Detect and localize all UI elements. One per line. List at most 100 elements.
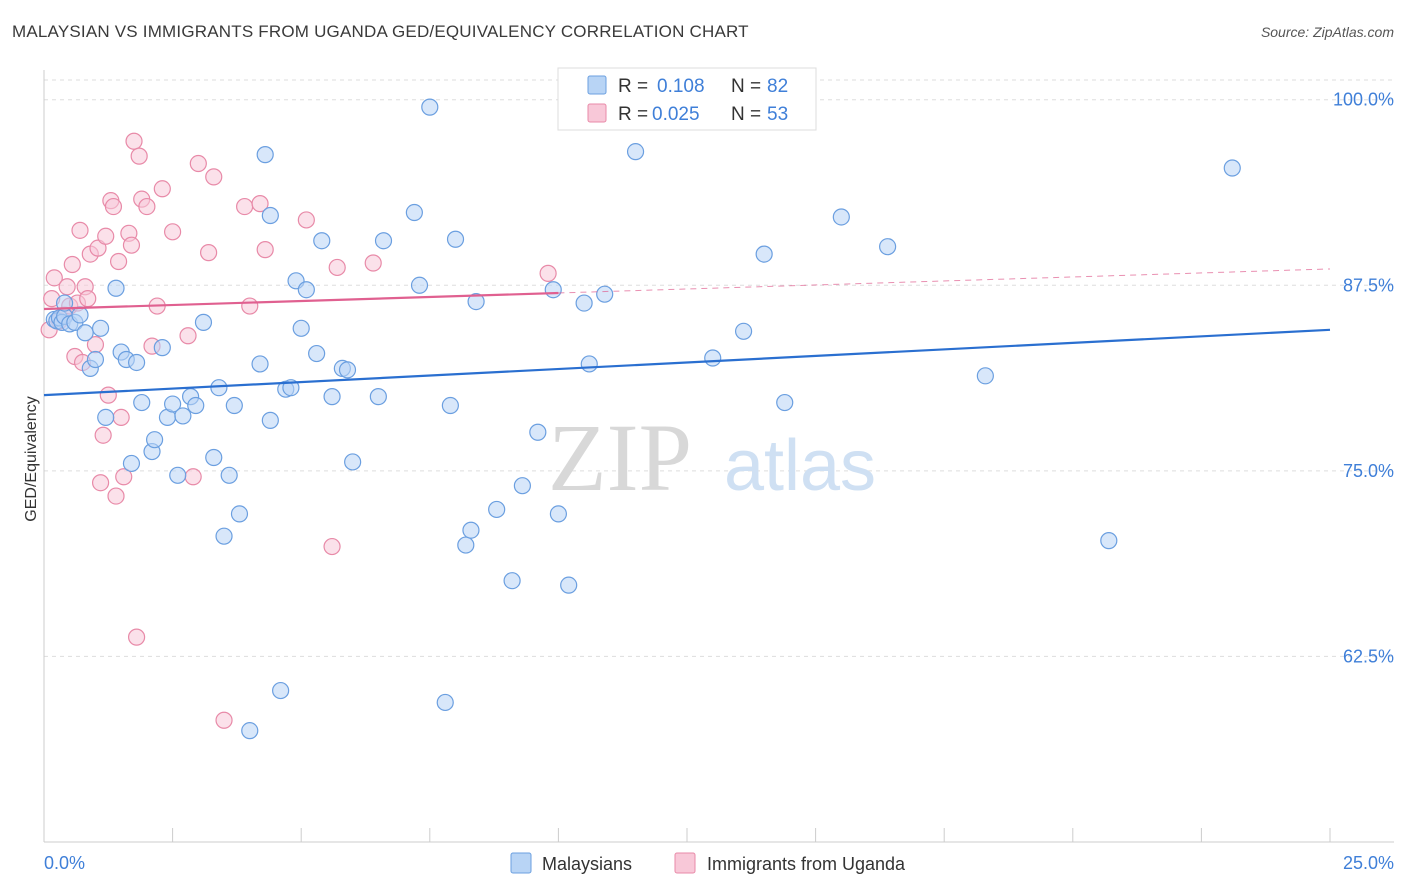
x-tick-label-min: 0.0%: [44, 853, 85, 873]
uganda-point: [94, 426, 112, 444]
malaysians-point: [241, 722, 259, 740]
malaysians-point: [164, 395, 182, 413]
uganda-point: [256, 241, 274, 259]
uganda-point: [153, 180, 171, 198]
malaysians-point: [1100, 532, 1118, 550]
legend-swatch-uganda: [674, 852, 696, 874]
malaysians-point: [220, 466, 238, 484]
malaysians-point: [210, 379, 228, 397]
y-axis-label: GED/Equivalency: [23, 396, 40, 521]
malaysians-point: [503, 572, 521, 590]
uganda-point: [104, 197, 123, 216]
stats-r-value-2: 0.025: [652, 104, 700, 125]
uganda-point: [127, 628, 146, 646]
malaysians-point: [256, 146, 274, 164]
legend-swatch-malaysians: [510, 852, 532, 874]
uganda-point: [539, 264, 557, 282]
malaysians-point: [488, 500, 506, 519]
malaysians-point: [127, 353, 146, 372]
uganda-point: [328, 258, 346, 277]
malaysians-point: [225, 396, 243, 415]
uganda-point: [79, 290, 97, 308]
malaysians-point: [261, 411, 279, 429]
uganda-point: [138, 197, 156, 216]
malaysians-point: [71, 306, 89, 324]
trendlines: [43, 268, 1331, 397]
uganda-point: [58, 278, 76, 296]
uganda-point: [99, 386, 117, 404]
malaysians-point: [194, 313, 213, 331]
y-tick-label: 75.0%: [1343, 461, 1394, 481]
malaysians-point: [251, 355, 269, 373]
y-tick-labels: 62.5% 75.0% 87.5% 100.0%: [1333, 90, 1394, 667]
malaysians-point: [446, 230, 465, 248]
y-tick-label: 87.5%: [1343, 275, 1394, 295]
uganda-point: [71, 221, 89, 239]
stats-n-label-1: N =: [731, 76, 761, 97]
bottom-legend: Malaysians Immigrants from Uganda: [510, 852, 906, 874]
uganda-point: [215, 711, 233, 729]
uganda-point: [109, 252, 128, 271]
malaysians-point: [297, 281, 315, 299]
uganda-point: [236, 197, 254, 216]
malaysians-point: [174, 407, 192, 425]
malaysians-point: [344, 453, 362, 471]
malaysians-point: [292, 319, 310, 337]
trendline-uganda-extension: [558, 268, 1331, 294]
malaysians-point: [187, 396, 205, 415]
legend-label-malaysians: Malaysians: [542, 854, 632, 874]
malaysians-point: [145, 431, 164, 449]
uganda-point: [297, 211, 315, 229]
uganda-point: [63, 255, 81, 274]
uganda-point: [179, 327, 197, 345]
malaysians-point: [776, 393, 794, 412]
stats-n-value-2: 53: [767, 104, 788, 125]
malaysians-point: [755, 245, 773, 263]
malaysians-point: [308, 344, 326, 363]
malaysians-point: [467, 293, 485, 311]
malaysians-point: [513, 477, 531, 495]
malaysians-point: [421, 98, 439, 116]
malaysians-point: [626, 143, 645, 161]
uganda-point: [89, 239, 107, 257]
uganda-point: [112, 408, 130, 426]
malaysians-point: [529, 423, 547, 441]
legend-swatch-pink: [587, 103, 607, 123]
malaysians-point: [153, 339, 171, 357]
gridlines: [44, 79, 1394, 657]
uganda-point: [184, 468, 202, 486]
stats-r-label-2: R =: [618, 104, 648, 125]
malaysians-point: [560, 576, 578, 594]
watermark-zip: ZIP: [548, 404, 692, 511]
uganda-point: [130, 147, 148, 165]
stats-legend: R = 0.108 N = 82 R = 0.025 N = 53: [557, 67, 817, 131]
uganda-point: [364, 254, 382, 272]
uganda-point: [122, 236, 141, 254]
malaysians-point: [596, 285, 614, 303]
source-label: Source: ZipAtlas.com: [1260, 24, 1394, 40]
malaysians-point: [55, 294, 74, 312]
malaysians-point: [122, 454, 141, 473]
legend-label-uganda: Immigrants from Uganda: [707, 854, 906, 874]
uganda-point: [164, 223, 182, 241]
malaysians-point: [441, 396, 459, 415]
malaysians-point: [369, 388, 387, 406]
malaysians-point: [91, 319, 110, 337]
axes: [43, 70, 1394, 843]
stats-n-value-1: 82: [767, 76, 788, 97]
uganda-point: [251, 195, 269, 213]
malaysians-point: [734, 322, 753, 340]
trendline-uganda: [43, 291, 559, 311]
stats-r-label-1: R =: [618, 76, 648, 97]
malaysians-point: [133, 393, 151, 412]
malaysians-point: [205, 448, 223, 467]
malaysians-point: [107, 279, 125, 297]
x-tick-label-max: 25.0%: [1343, 853, 1394, 873]
malaysians-point: [323, 388, 341, 406]
x-tick-labels: 0.0% 25.0%: [44, 853, 1394, 873]
uganda-point: [115, 468, 133, 486]
uganda-point: [125, 132, 143, 150]
y-tick-label: 100.0%: [1333, 90, 1394, 110]
uganda-point: [45, 269, 63, 287]
